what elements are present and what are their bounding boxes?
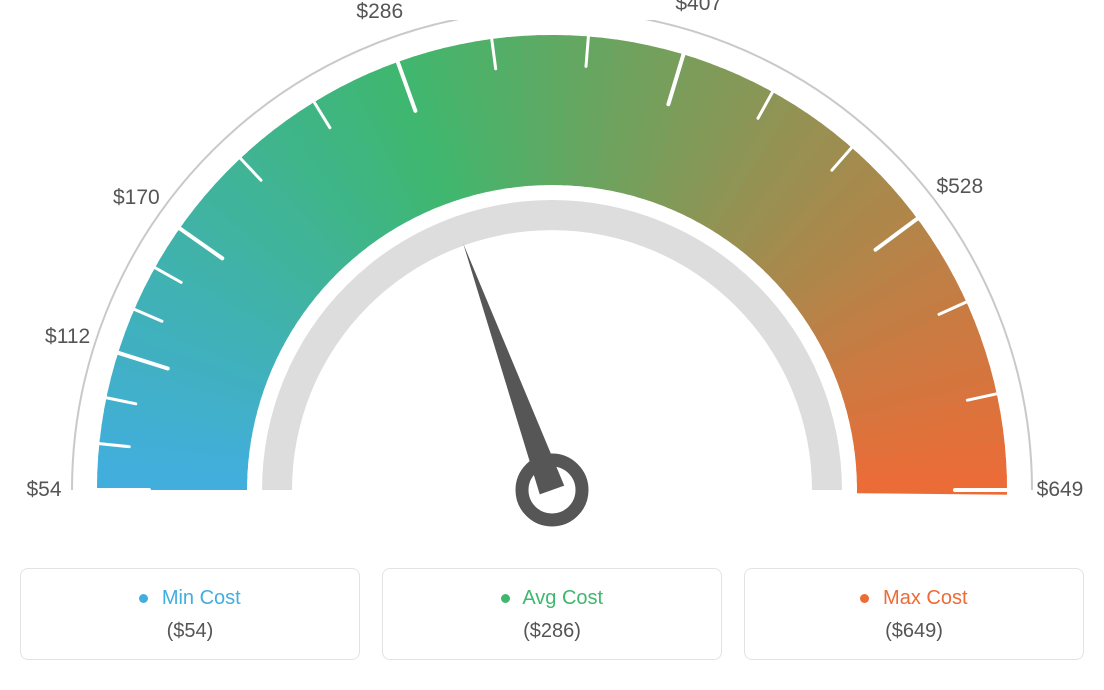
legend-title-text: Max Cost: [883, 587, 967, 609]
tick-label: $286: [356, 0, 403, 24]
gauge-svg: [20, 20, 1084, 540]
legend-row: Min Cost ($54) Avg Cost ($286) Max Cost …: [20, 568, 1084, 660]
legend-title-min: Min Cost: [31, 587, 349, 610]
legend-value-avg: ($286): [393, 620, 711, 643]
tick-label: $649: [1037, 478, 1084, 502]
tick-label: $528: [936, 175, 983, 199]
tick-label: $54: [26, 478, 61, 502]
legend-title-avg: Avg Cost: [393, 587, 711, 610]
dot-icon: [860, 594, 869, 603]
dot-icon: [139, 594, 148, 603]
legend-card-min: Min Cost ($54): [20, 568, 360, 660]
gauge-band: [97, 35, 1007, 495]
dot-icon: [501, 594, 510, 603]
tick-label: $407: [675, 0, 722, 16]
legend-card-avg: Avg Cost ($286): [382, 568, 722, 660]
legend-value-min: ($54): [31, 620, 349, 643]
tick-label: $112: [45, 325, 90, 349]
legend-value-max: ($649): [755, 620, 1073, 643]
legend-title-text: Min Cost: [162, 587, 241, 609]
legend-title-text: Avg Cost: [522, 587, 603, 609]
legend-card-max: Max Cost ($649): [744, 568, 1084, 660]
legend-title-max: Max Cost: [755, 587, 1073, 610]
tick-label: $170: [113, 186, 160, 210]
cost-gauge: $54$112$170$286$407$528$649: [20, 20, 1084, 540]
